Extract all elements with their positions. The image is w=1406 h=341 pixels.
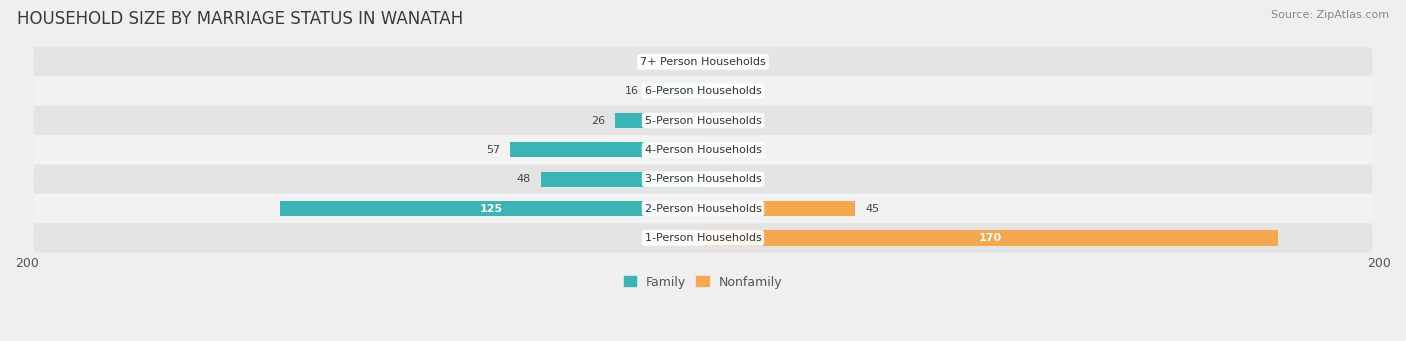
Bar bbox=[703, 172, 710, 187]
Text: 0: 0 bbox=[713, 145, 720, 155]
Text: 0: 0 bbox=[713, 86, 720, 96]
Text: 2: 2 bbox=[720, 174, 727, 184]
Text: 1-Person Households: 1-Person Households bbox=[644, 233, 762, 243]
Text: HOUSEHOLD SIZE BY MARRIAGE STATUS IN WANATAH: HOUSEHOLD SIZE BY MARRIAGE STATUS IN WAN… bbox=[17, 10, 463, 28]
Text: 26: 26 bbox=[591, 116, 605, 125]
FancyBboxPatch shape bbox=[34, 164, 1372, 194]
Bar bbox=[541, 172, 703, 187]
Text: 57: 57 bbox=[486, 145, 501, 155]
Bar bbox=[703, 201, 855, 216]
Text: 7+ Person Households: 7+ Person Households bbox=[640, 57, 766, 67]
Text: 45: 45 bbox=[865, 204, 879, 213]
Bar bbox=[614, 113, 703, 128]
Text: 125: 125 bbox=[481, 204, 503, 213]
FancyBboxPatch shape bbox=[34, 76, 1372, 106]
Text: 4-Person Households: 4-Person Households bbox=[644, 145, 762, 155]
Text: 6-Person Households: 6-Person Households bbox=[644, 86, 762, 96]
Text: 3-Person Households: 3-Person Households bbox=[644, 174, 762, 184]
Text: 170: 170 bbox=[979, 233, 1002, 243]
Bar bbox=[510, 142, 703, 158]
Text: 0: 0 bbox=[713, 57, 720, 67]
Text: 0: 0 bbox=[686, 233, 693, 243]
FancyBboxPatch shape bbox=[34, 223, 1372, 253]
FancyBboxPatch shape bbox=[34, 106, 1372, 135]
Legend: Family, Nonfamily: Family, Nonfamily bbox=[619, 271, 787, 294]
Text: Source: ZipAtlas.com: Source: ZipAtlas.com bbox=[1271, 10, 1389, 20]
Bar bbox=[650, 84, 703, 99]
Text: 5-Person Households: 5-Person Households bbox=[644, 116, 762, 125]
FancyBboxPatch shape bbox=[34, 194, 1372, 223]
Text: 16: 16 bbox=[624, 86, 638, 96]
Text: 0: 0 bbox=[686, 57, 693, 67]
FancyBboxPatch shape bbox=[34, 47, 1372, 76]
Bar bbox=[280, 201, 703, 216]
Text: 2-Person Households: 2-Person Households bbox=[644, 204, 762, 213]
FancyBboxPatch shape bbox=[34, 135, 1372, 164]
Bar bbox=[703, 230, 1278, 246]
Text: 48: 48 bbox=[516, 174, 530, 184]
Text: 0: 0 bbox=[713, 116, 720, 125]
